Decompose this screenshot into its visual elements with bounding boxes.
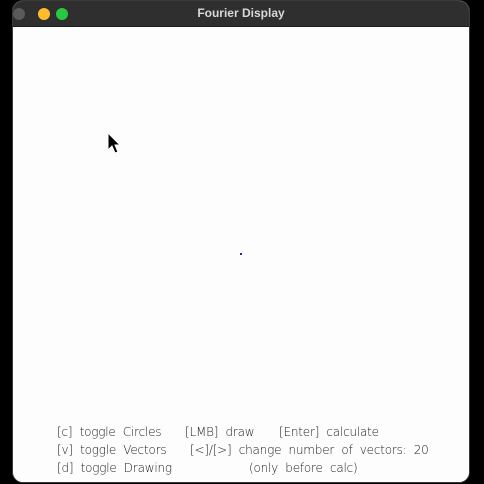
- minimize-button[interactable]: [38, 8, 50, 20]
- help-only-before-calc: (only before calc): [249, 461, 358, 475]
- close-button[interactable]: [13, 8, 25, 20]
- drawing-canvas[interactable]: [c] toggle Circles [LMB] draw [Enter] ca…: [13, 27, 469, 482]
- mouse-pointer-icon: [107, 132, 121, 154]
- help-lmb-draw: [LMB] draw: [185, 425, 255, 439]
- help-toggle-vectors: [v] toggle Vectors: [57, 443, 167, 457]
- help-toggle-circles: [c] toggle Circles: [57, 425, 162, 439]
- help-enter-calculate: [Enter] calculate: [279, 425, 379, 439]
- help-change-vectors: [<]/[>] change number of vectors: 20: [190, 443, 429, 457]
- origin-dot: [240, 253, 242, 255]
- app-window: Fourier Display [c] toggle Circles [LMB]…: [13, 1, 469, 482]
- window-title: Fourier Display: [197, 6, 285, 20]
- title-bar[interactable]: Fourier Display: [13, 1, 469, 27]
- maximize-button[interactable]: [56, 8, 68, 20]
- help-toggle-drawing: [d] toggle Drawing: [57, 461, 172, 475]
